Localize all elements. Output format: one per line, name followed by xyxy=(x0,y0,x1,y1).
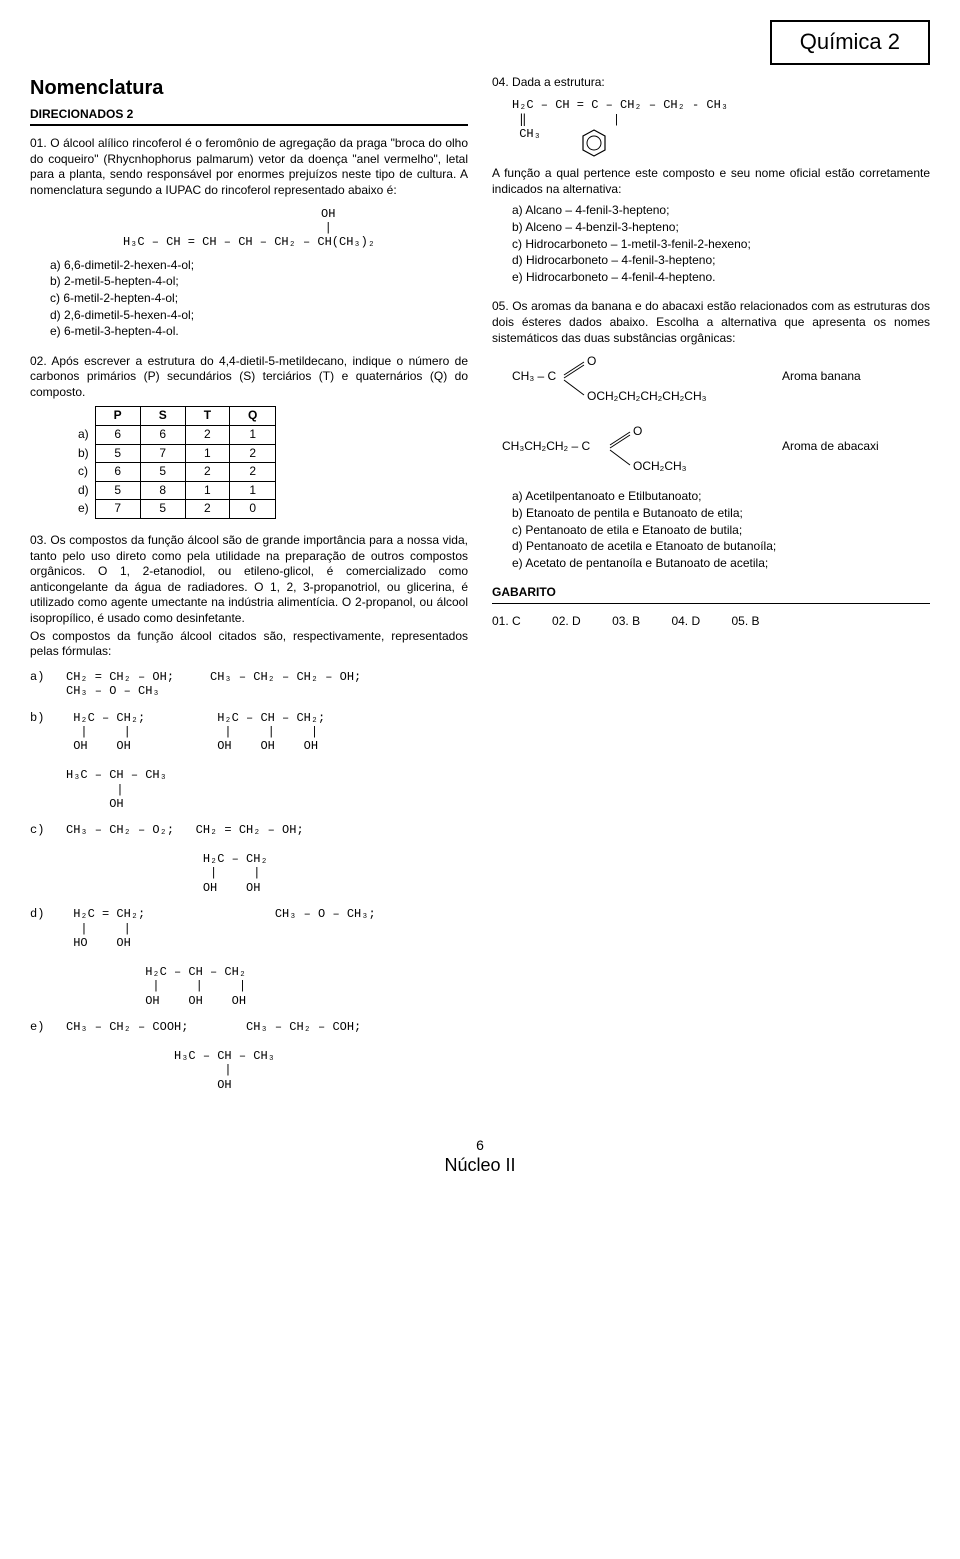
table-cell: 5 xyxy=(95,444,140,463)
q03-number: 03. xyxy=(30,533,47,547)
table-cell: 8 xyxy=(140,481,185,500)
row-a-lab: a) xyxy=(60,426,95,445)
table-cell: 0 xyxy=(230,500,276,519)
question-02: 02. Após escrever a estrutura do 4,4-die… xyxy=(30,354,468,519)
q05-opt-d: d) Pentanoato de acetila e Etanoato de b… xyxy=(512,539,930,555)
header-box: Química 2 xyxy=(770,20,930,65)
th-p: P xyxy=(95,407,140,426)
e1-right: Aroma banana xyxy=(782,369,861,383)
e1-bottom: OCH₂CH₂CH₂CH₂CH₃ xyxy=(587,389,707,403)
section-subtitle: DIRECIONADOS 2 xyxy=(30,107,468,123)
table-cell: 2 xyxy=(185,463,229,482)
table-cell: 2 xyxy=(230,444,276,463)
table-cell: 1 xyxy=(230,481,276,500)
q05-opt-c: c) Pentanoato de etila e Etanoato de but… xyxy=(512,523,930,539)
row-d-lab: d) xyxy=(60,481,95,500)
q04-number: 04. xyxy=(492,75,509,89)
e1-o: O xyxy=(587,354,596,368)
table-cell: 2 xyxy=(230,463,276,482)
e2-right: Aroma de abacaxi xyxy=(782,439,879,453)
gab-a5: 05. B xyxy=(731,614,759,628)
q05-opt-a: a) Acetilpentanoato e Etilbutanoato; xyxy=(512,489,930,505)
q05-number: 05. xyxy=(492,299,509,313)
q04-opt-b: b) Alceno – 4-benzil-3-hepteno; xyxy=(512,220,930,236)
table-cell: 6 xyxy=(140,426,185,445)
table-cell: 7 xyxy=(140,444,185,463)
q01-opt-b: b) 2-metil-5-hepten-4-ol; xyxy=(50,274,468,290)
q01-number: 01. xyxy=(30,136,47,150)
q04-opt-c: c) Hidrocarboneto – 1-metil-3-fenil-2-he… xyxy=(512,237,930,253)
ester-abacaxi: CH₃CH₂CH₂ – C O OCH₂CH₃ Aroma de abacaxi xyxy=(502,420,930,480)
divider xyxy=(30,124,468,126)
question-01: 01. O álcool alílico rincoferol é o fero… xyxy=(30,136,468,340)
q04-text: A função a qual pertence este composto e… xyxy=(492,166,930,197)
question-04: 04. Dada a estrutura: H₂C – CH = C – CH₂… xyxy=(492,75,930,286)
table-cell: 2 xyxy=(185,500,229,519)
footer-label: Núcleo II xyxy=(0,1154,960,1177)
page-title: Nomenclatura xyxy=(30,75,468,101)
q04-lead: Dada a estrutura: xyxy=(512,75,605,89)
gabarito-divider xyxy=(492,603,930,604)
e1-left: CH₃ – C xyxy=(512,369,557,383)
table-cell: 1 xyxy=(230,426,276,445)
e2-bottom: OCH₂CH₃ xyxy=(633,459,687,473)
q01-text: O álcool alílico rincoferol é o feromôni… xyxy=(30,136,468,197)
q05-opt-b: b) Etanoato de pentila e Butanoato de et… xyxy=(512,506,930,522)
e2-o: O xyxy=(633,424,642,438)
q05-text: Os aromas da banana e do abacaxi estão r… xyxy=(492,299,930,344)
header-label: Química 2 xyxy=(800,29,900,54)
table-cell: 5 xyxy=(95,481,140,500)
table-cell: 1 xyxy=(185,444,229,463)
question-03: 03. Os compostos da função álcool são de… xyxy=(30,533,468,1092)
table-cell: 1 xyxy=(185,481,229,500)
table-cell: 7 xyxy=(95,500,140,519)
e2-left: CH₃CH₂CH₂ – C xyxy=(502,439,591,453)
q01-opt-c: c) 6-metil-2-hepten-4-ol; xyxy=(50,291,468,307)
row-e-lab: e) xyxy=(60,500,95,519)
table-cell: 5 xyxy=(140,463,185,482)
q03-text: Os compostos da função álcool são de gra… xyxy=(30,533,468,625)
q01-opt-e: e) 6-metil-3-hepten-4-ol. xyxy=(50,324,468,340)
page-footer: 6 Núcleo II xyxy=(0,1136,960,1178)
left-column: Nomenclatura DIRECIONADOS 2 01. O álcool… xyxy=(30,75,468,1106)
q02-text: Após escrever a estrutura do 4,4-dietil-… xyxy=(30,354,468,399)
q02-number: 02. xyxy=(30,354,47,368)
benzene-ring-icon xyxy=(579,128,609,158)
gabarito-title: GABARITO xyxy=(492,585,930,601)
table-cell: 2 xyxy=(185,426,229,445)
q01-opt-a: a) 6,6-dimetil-2-hexen-4-ol; xyxy=(50,258,468,274)
gab-a3: 03. B xyxy=(612,614,640,628)
row-b-lab: b) xyxy=(60,444,95,463)
q01-opt-d: d) 2,6-dimetil-5-hexen-4-ol; xyxy=(50,308,468,324)
q03-text2: Os compostos da função álcool citados sã… xyxy=(30,629,468,660)
th-t: T xyxy=(185,407,229,426)
gab-a2: 02. D xyxy=(552,614,581,628)
ester-banana: CH₃ – C O OCH₂CH₂CH₂CH₂CH₃ Aroma banana xyxy=(502,350,930,410)
q04-opt-a: a) Alcano – 4-fenil-3-hepteno; xyxy=(512,203,930,219)
gab-a4: 04. D xyxy=(671,614,700,628)
question-05: 05. Os aromas da banana e do abacaxi est… xyxy=(492,299,930,571)
th-q: Q xyxy=(230,407,276,426)
right-column: 04. Dada a estrutura: H₂C – CH = C – CH₂… xyxy=(492,75,930,630)
q02-table: P S T Q a)6621 b)5712 c)6522 d)5811 e)75… xyxy=(60,406,276,519)
q05-opt-e: e) Acetato de pentanoíla e Butanoato de … xyxy=(512,556,930,572)
page-number: 6 xyxy=(0,1136,960,1154)
q04-opt-e: e) Hidrocarboneto – 4-fenil-4-hepteno. xyxy=(512,270,930,286)
gab-a1: 01. C xyxy=(492,614,521,628)
row-c-lab: c) xyxy=(60,463,95,482)
table-cell: 5 xyxy=(140,500,185,519)
table-cell: 6 xyxy=(95,463,140,482)
th-s: S xyxy=(140,407,185,426)
table-cell: 6 xyxy=(95,426,140,445)
q04-opt-d: d) Hidrocarboneto – 4-fenil-3-hepteno; xyxy=(512,253,930,269)
gabarito-answers: 01. C 02. D 03. B 04. D 05. B xyxy=(492,614,930,630)
